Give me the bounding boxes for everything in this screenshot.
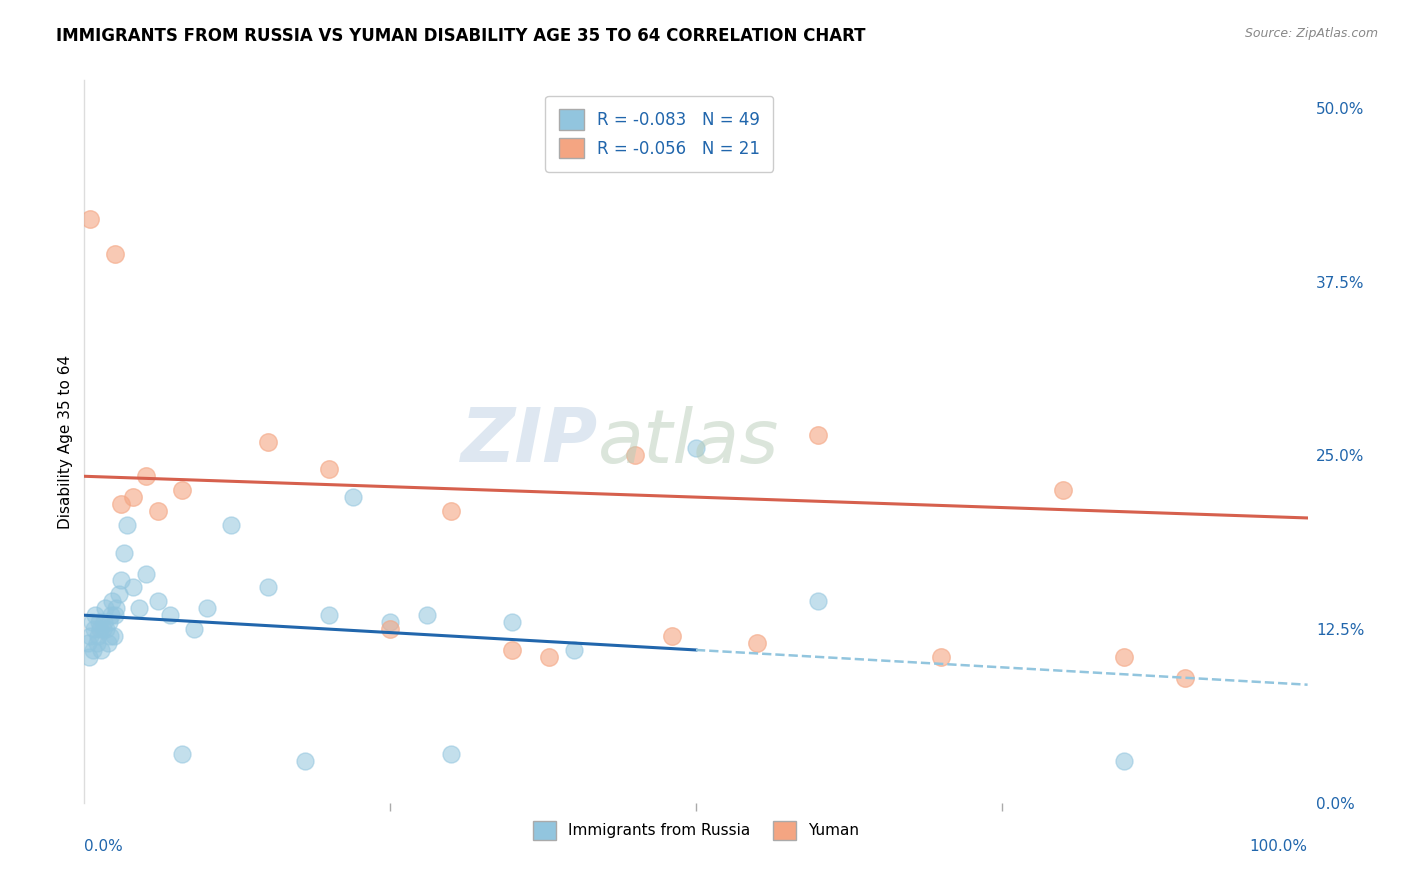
Point — [107, 587, 129, 601]
Point — [342, 490, 364, 504]
Point — [257, 581, 280, 595]
Text: 0.0%: 0.0% — [84, 838, 124, 854]
Point — [122, 581, 145, 595]
Point — [122, 490, 145, 504]
Point — [96, 622, 118, 636]
Point — [440, 747, 463, 761]
Point — [219, 517, 242, 532]
Point — [135, 469, 157, 483]
Point — [97, 636, 120, 650]
Legend: Immigrants from Russia, Yuman: Immigrants from Russia, Yuman — [527, 815, 865, 846]
Point — [172, 483, 194, 498]
Point — [77, 636, 100, 650]
Point — [115, 517, 138, 532]
Point — [294, 754, 316, 768]
Point — [77, 649, 100, 664]
Point — [929, 649, 952, 664]
Point — [100, 608, 122, 623]
Point — [112, 546, 135, 560]
Point — [146, 504, 169, 518]
Point — [661, 629, 683, 643]
Text: Source: ZipAtlas.com: Source: ZipAtlas.com — [1244, 27, 1378, 40]
Point — [318, 608, 340, 623]
Point — [624, 449, 647, 463]
Point — [135, 566, 157, 581]
Text: ZIP: ZIP — [461, 405, 598, 478]
Point — [257, 434, 280, 449]
Point — [380, 622, 402, 636]
Point — [83, 622, 105, 636]
Point — [91, 622, 114, 636]
Point — [87, 629, 110, 643]
Point — [105, 601, 128, 615]
Point — [146, 594, 169, 608]
Point — [807, 427, 830, 442]
Point — [110, 497, 132, 511]
Point — [89, 622, 111, 636]
Point — [1174, 671, 1197, 685]
Point — [685, 442, 707, 456]
Point — [183, 622, 205, 636]
Point — [110, 574, 132, 588]
Point — [104, 608, 127, 623]
Point — [94, 601, 117, 615]
Point — [538, 649, 561, 664]
Point — [93, 615, 115, 630]
Point — [562, 643, 585, 657]
Point — [195, 601, 218, 615]
Point — [159, 608, 181, 623]
Point — [87, 615, 110, 630]
Point — [502, 615, 524, 630]
Point — [84, 608, 107, 623]
Point — [79, 212, 101, 227]
Point — [380, 615, 402, 630]
Point — [1114, 754, 1136, 768]
Point — [80, 615, 103, 630]
Point — [1052, 483, 1074, 498]
Y-axis label: Disability Age 35 to 64: Disability Age 35 to 64 — [58, 354, 73, 529]
Point — [807, 594, 830, 608]
Point — [98, 629, 121, 643]
Text: 100.0%: 100.0% — [1250, 838, 1308, 854]
Point — [97, 615, 120, 630]
Point — [747, 636, 769, 650]
Text: IMMIGRANTS FROM RUSSIA VS YUMAN DISABILITY AGE 35 TO 64 CORRELATION CHART: IMMIGRANTS FROM RUSSIA VS YUMAN DISABILI… — [56, 27, 866, 45]
Point — [1114, 649, 1136, 664]
Point — [128, 601, 150, 615]
Point — [440, 504, 463, 518]
Point — [318, 462, 340, 476]
Point — [103, 629, 125, 643]
Point — [90, 643, 112, 657]
Point — [104, 247, 127, 261]
Point — [172, 747, 194, 761]
Point — [416, 608, 439, 623]
Point — [502, 643, 524, 657]
Text: atlas: atlas — [598, 406, 779, 477]
Point — [101, 594, 124, 608]
Point — [86, 636, 108, 650]
Point — [82, 643, 104, 657]
Point — [79, 629, 101, 643]
